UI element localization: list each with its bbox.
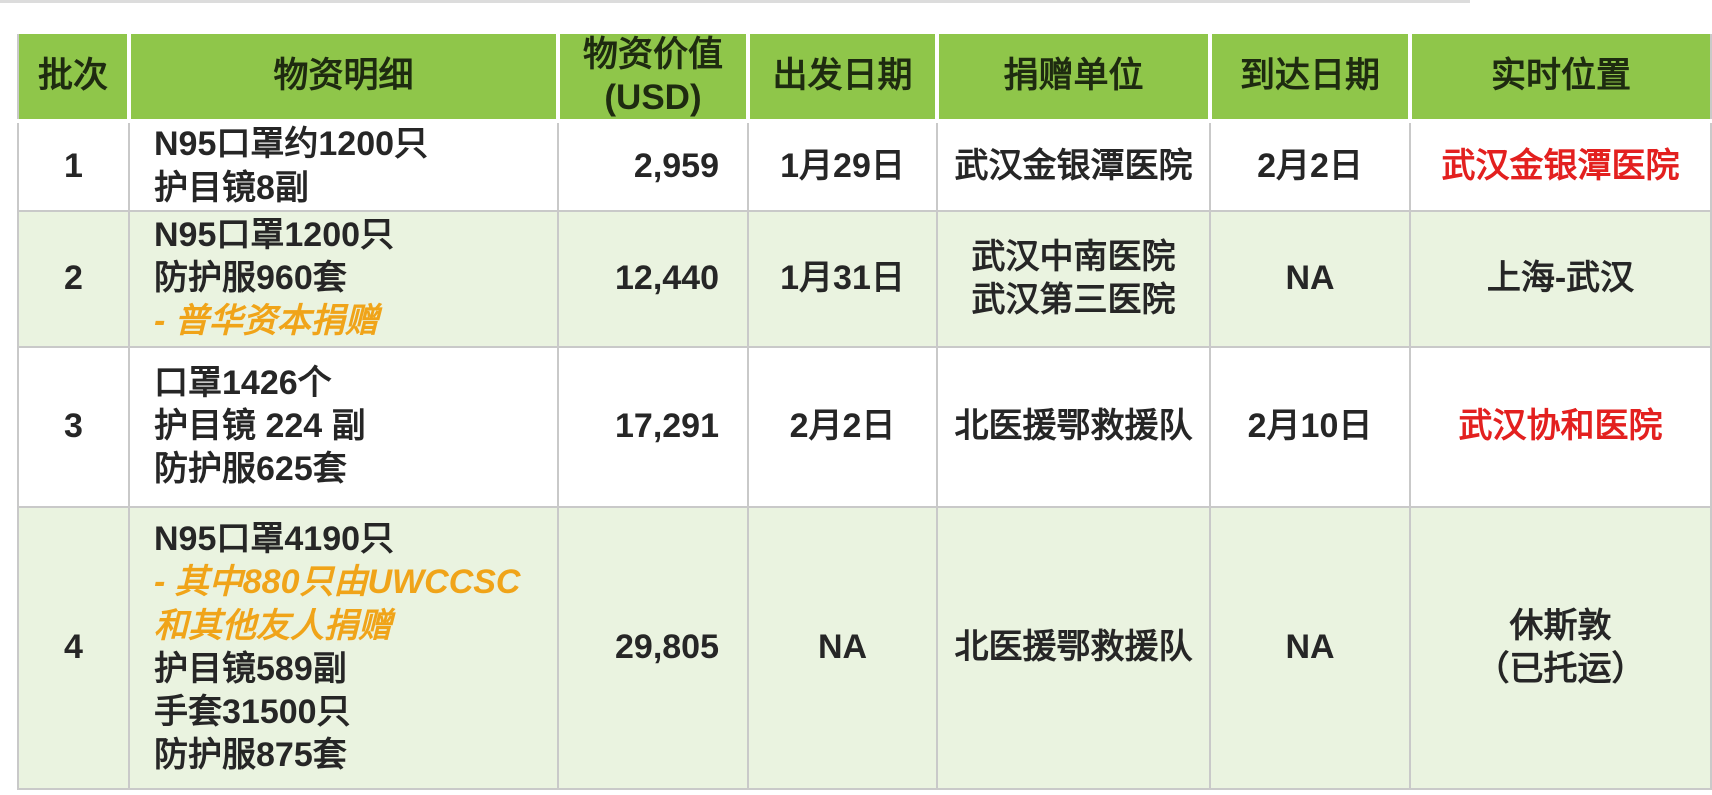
value-cell: 29,805 [557,505,749,790]
supply-tracking-table: 批次 物资明细 物资价值 (USD) 出发日期 捐赠单位 到达日期 实时位置 1… [17,29,1712,790]
value-cell: 17,291 [557,345,749,508]
details-cell: 口罩1426个 护目镜 224 副 防护服625套 [128,345,559,508]
details-main: N95口罩1200只 防护服960套 [154,215,395,298]
depart-date-cell: 1月31日 [747,209,938,348]
details-rest: 护目镜589副 手套31500只 防护服875套 [154,649,351,775]
location-cell: 武汉金银潭医院 [1409,120,1712,212]
table-row: 2 N95口罩1200只 防护服960套 - 普华资本捐赠 12,440 1月31… [17,209,1712,348]
recipient-cell: 北医援鄂救援队 [936,505,1211,790]
details-main: N95口罩约1200只 护目镜8副 [154,125,429,207]
location-cell: 上海-武汉 [1409,209,1712,348]
column-header-location: 实时位置 [1408,29,1712,124]
batch-cell: 4 [17,505,130,790]
column-header-recipient: 捐赠单位 [935,29,1212,124]
depart-date-cell: 1月29日 [747,120,938,212]
batch-cell: 1 [17,120,130,212]
header-row: 批次 物资明细 物资价值 (USD) 出发日期 捐赠单位 到达日期 实时位置 [17,29,1712,124]
location-text: 武汉金银潭医院 [1441,146,1680,185]
value-cell: 12,440 [557,209,749,348]
location-text: 武汉协和医院 [1458,407,1663,446]
location-text: 休斯敦 （已托运） [1475,606,1646,688]
column-header-depart-date: 出发日期 [746,29,939,124]
details-cell: N95口罩1200只 防护服960套 - 普华资本捐赠 [128,209,559,348]
arrive-date-cell: 2月2日 [1209,120,1411,212]
top-divider-line [0,0,1470,3]
location-cell: 休斯敦 （已托运） [1409,505,1712,790]
column-header-details: 物资明细 [127,29,560,124]
table-row: 1 N95口罩约1200只 护目镜8副 2,959 1月29日 武汉金银潭医院 … [17,120,1712,212]
depart-date-cell: NA [747,505,938,790]
batch-cell: 2 [17,209,130,348]
depart-date-cell: 2月2日 [747,345,938,508]
details-cell: N95口罩4190只 - 其中880只由UWCCSC 和其他友人捐赠 护目镜589副… [128,505,559,790]
details-main: N95口罩4190只 [154,520,395,559]
donation-note: - 普华资本捐赠 [154,302,379,341]
column-header-batch: 批次 [17,29,131,124]
arrive-date-cell: NA [1209,209,1411,348]
location-cell: 武汉协和医院 [1409,345,1712,508]
table-header: 批次 物资明细 物资价值 (USD) 出发日期 捐赠单位 到达日期 实时位置 [17,29,1712,124]
column-header-arrive-date: 到达日期 [1208,29,1412,124]
details-cell: N95口罩约1200只 护目镜8副 [128,120,559,212]
batch-cell: 3 [17,345,130,508]
recipient-cell: 武汉金银潭医院 [936,120,1211,212]
donation-note: - 其中880只由UWCCSC 和其他友人捐赠 [154,563,521,645]
arrive-date-cell: NA [1209,505,1411,790]
location-text: 上海-武汉 [1486,259,1635,298]
details-main: 口罩1426个 护目镜 224 副 防护服625套 [154,363,366,489]
recipient-cell: 北医援鄂救援队 [936,345,1211,508]
recipient-cell: 武汉中南医院 武汉第三医院 [936,209,1211,348]
table-row: 3 口罩1426个 护目镜 224 副 防护服625套 17,291 2月2日 … [17,345,1712,508]
arrive-date-cell: 2月10日 [1209,345,1411,508]
column-header-value-usd: 物资价值 (USD) [556,29,750,124]
table-row: 4 N95口罩4190只 - 其中880只由UWCCSC 和其他友人捐赠 护目镜58… [17,505,1712,790]
value-cell: 2,959 [557,120,749,212]
